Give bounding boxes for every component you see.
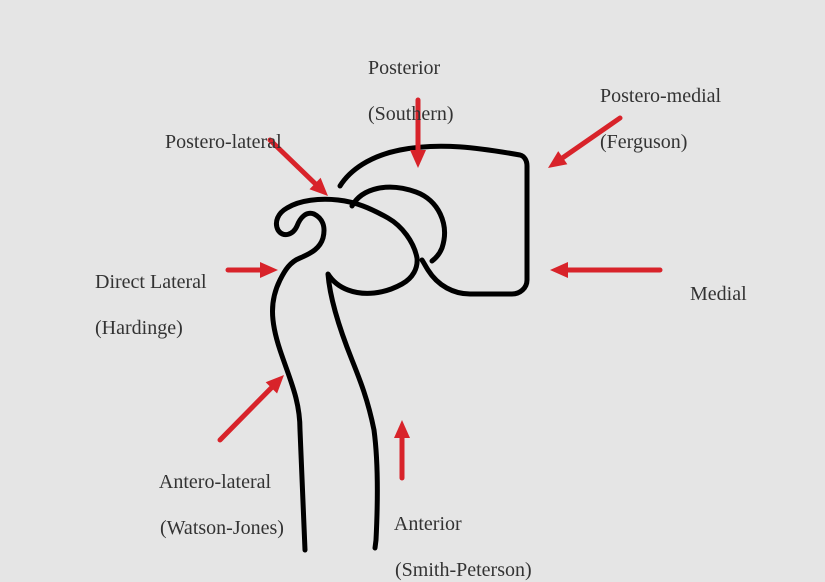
label-line: Postero-medial <box>600 85 721 107</box>
label-line: (Watson-Jones) <box>160 517 284 539</box>
label-line: Anterior <box>394 513 462 535</box>
label-line: (Ferguson) <box>600 131 687 153</box>
arrowhead-posterior <box>410 150 426 168</box>
label-line: (Smith-Peterson) <box>395 559 532 581</box>
label-postero-lateral: Postero-lateral <box>155 108 282 154</box>
arrowhead-medial <box>550 262 568 278</box>
arrows-group <box>220 100 660 478</box>
label-line: Medial <box>690 283 747 305</box>
arrowhead-anterior <box>394 420 410 438</box>
label-line: (Southern) <box>368 103 454 125</box>
label-posterior: Posterior (Southern) <box>358 34 454 126</box>
arrowhead-direct_lateral <box>260 262 278 278</box>
label-anterior: Anterior (Smith-Peterson) <box>385 490 532 582</box>
label-postero-medial: Postero-medial (Ferguson) <box>590 62 721 154</box>
label-antero-lateral: Antero-lateral (Watson-Jones) <box>150 448 284 540</box>
label-line: Posterior <box>368 57 440 79</box>
label-medial: Medial <box>680 260 747 306</box>
label-line: Antero-lateral <box>159 471 271 493</box>
arrow-antero_lateral <box>220 383 276 440</box>
label-line: Direct Lateral <box>95 271 207 293</box>
label-line: (Hardinge) <box>95 317 183 339</box>
label-direct-lateral: Direct Lateral (Hardinge) <box>85 248 207 340</box>
label-line: Postero-lateral <box>165 131 282 153</box>
